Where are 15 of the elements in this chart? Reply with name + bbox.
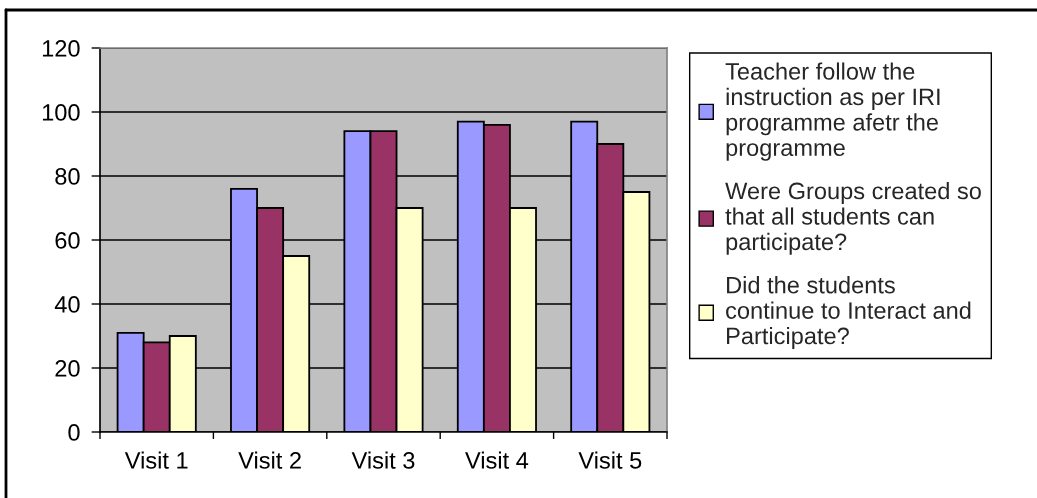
legend-label: Were Groups created so that all students can participate? xyxy=(725,181,981,255)
y-tick-label: 60 xyxy=(55,232,80,249)
legend-label: Did the students continue to Interact and Participate? xyxy=(726,276,971,349)
y-tick-label: 20 xyxy=(55,360,80,377)
y-tick-label: 80 xyxy=(55,168,80,185)
legend-label: Teacher follow the instruction as per IRI programme afetr the programme xyxy=(725,62,940,161)
y-tick-label: 100 xyxy=(42,104,80,121)
x-tick-label: Visit 3 xyxy=(351,451,415,469)
x-tick-label: Visit 1 xyxy=(124,451,188,469)
x-tick-label: Visit 2 xyxy=(238,451,301,469)
x-tick-label: Visit 4 xyxy=(465,451,529,469)
x-tick-label: Visit 5 xyxy=(578,451,642,469)
y-tick-label: 40 xyxy=(54,296,80,313)
y-tick-label: 120 xyxy=(42,40,80,57)
y-tick-label: 0 xyxy=(68,424,80,441)
